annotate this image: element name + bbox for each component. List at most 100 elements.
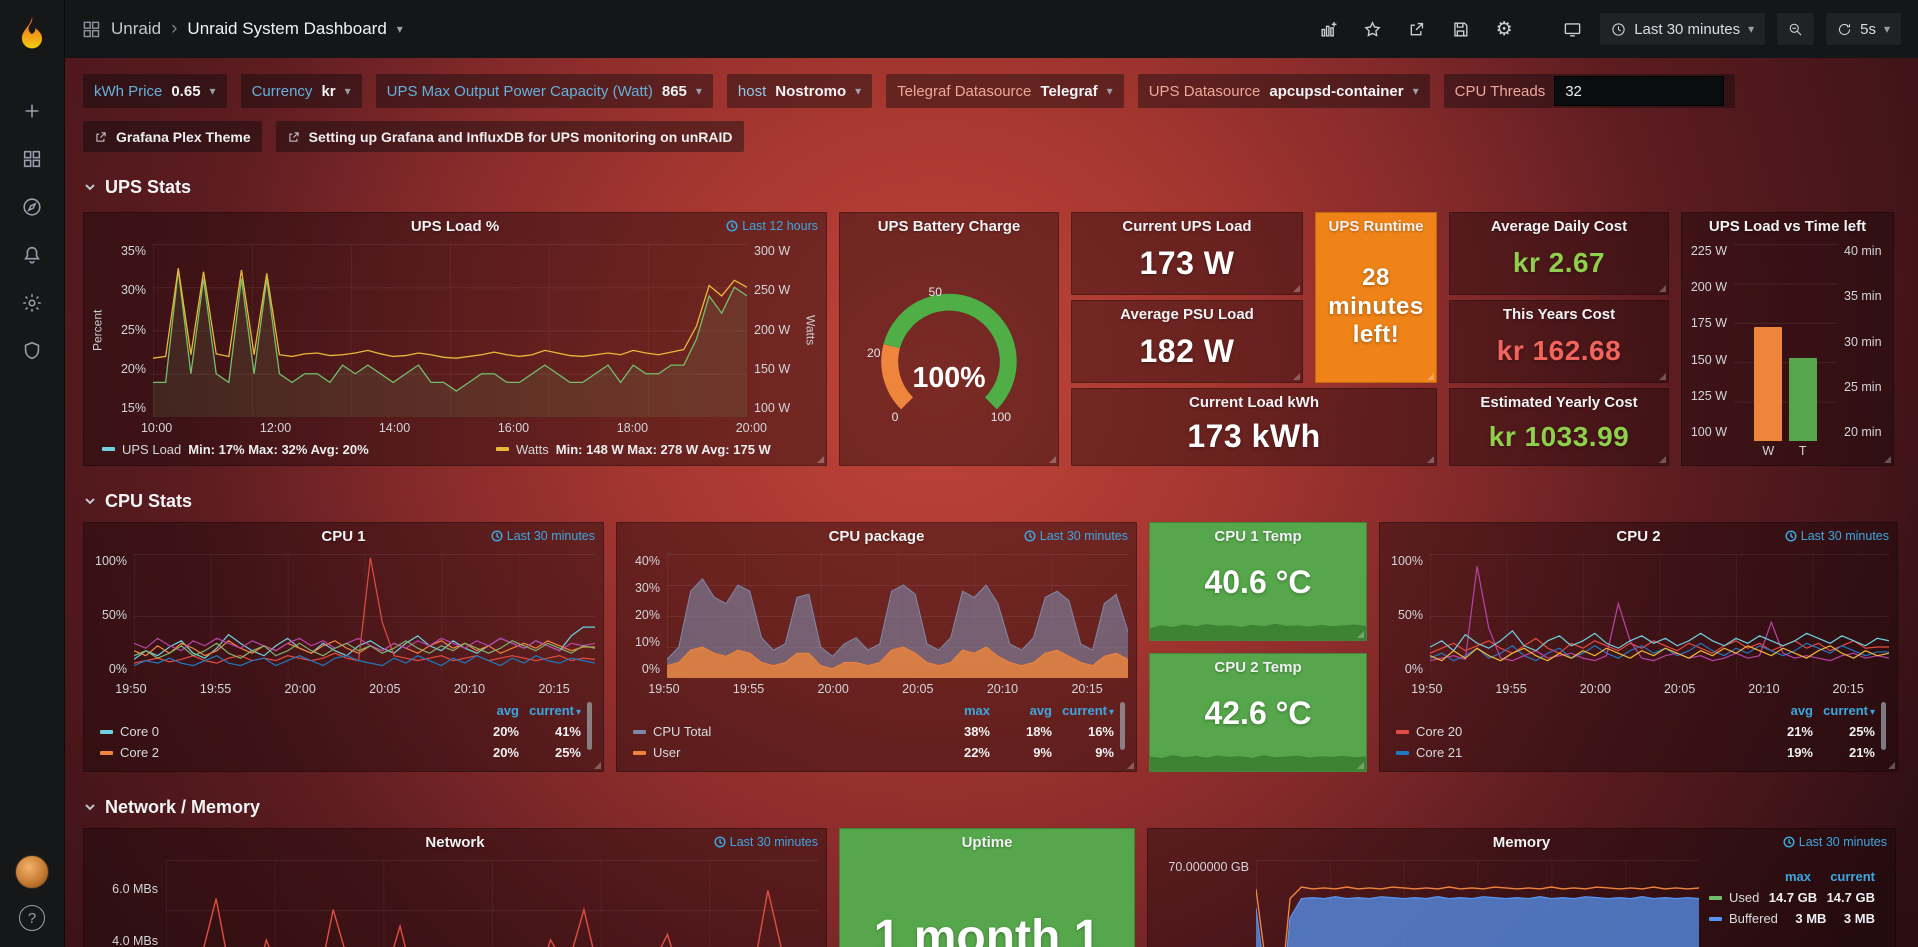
panel-title[interactable]: UPS Load %: [410, 218, 500, 235]
variable-kwh-price[interactable]: kWh Price 0.65 ▾: [83, 74, 227, 108]
save-icon[interactable]: [1443, 12, 1477, 46]
panel-title[interactable]: CPU package: [828, 528, 925, 545]
variable-value[interactable]: 865: [661, 82, 687, 100]
dashboard-settings-gear-icon[interactable]: ⚙: [1495, 18, 1513, 40]
link-ups-monitoring-guide[interactable]: Setting up Grafana and InfluxDB for UPS …: [275, 121, 744, 152]
section-ups-stats[interactable]: UPS Stats: [83, 174, 1900, 200]
variable-value[interactable]: kr: [321, 82, 336, 100]
variable-currency[interactable]: Currency kr ▾: [240, 74, 362, 108]
ups-bars-chart[interactable]: [1734, 244, 1837, 441]
panel-title[interactable]: Memory: [1492, 834, 1551, 851]
panel-title[interactable]: UPS Battery Charge: [877, 218, 1021, 235]
dashboards-icon[interactable]: [19, 146, 45, 172]
legend-row[interactable]: Used 14.7 GB 14.7 GB: [1709, 887, 1875, 908]
panel-title[interactable]: CPU 1 Temp: [1214, 528, 1302, 545]
legend-scrollbar[interactable]: [1120, 702, 1125, 750]
legend-col-header[interactable]: avg: [496, 703, 519, 718]
panel-time-override[interactable]: Last 30 minutes: [1024, 529, 1128, 543]
panel-time-override[interactable]: Last 30 minutes: [714, 835, 818, 849]
explore-compass-icon[interactable]: [19, 194, 45, 220]
variable-value[interactable]: 0.65: [171, 82, 201, 100]
legend-col-header[interactable]: current: [1830, 869, 1875, 884]
memory-chart[interactable]: [1256, 860, 1699, 947]
cpu-package-chart[interactable]: [667, 554, 1128, 678]
legend-col-header[interactable]: avg: [1029, 703, 1052, 718]
legend-row[interactable]: Core 20 21% 25%: [1396, 721, 1875, 742]
panel-title[interactable]: CPU 1: [321, 528, 366, 545]
panel-title[interactable]: UPS Load vs Time left: [1708, 218, 1867, 235]
configuration-gear-icon[interactable]: [19, 290, 45, 316]
panel-title[interactable]: Average PSU Load: [1120, 306, 1254, 323]
help-icon[interactable]: ?: [19, 905, 45, 931]
create-plus-icon[interactable]: [19, 98, 45, 124]
panel-time-override[interactable]: Last 30 minutes: [1785, 529, 1889, 543]
panel-time-override[interactable]: Last 12 hours: [726, 219, 818, 233]
variable-value[interactable]: Telegraf: [1040, 82, 1098, 100]
panel-title[interactable]: Network: [425, 834, 485, 851]
panel-title[interactable]: Average Daily Cost: [1490, 218, 1628, 235]
chevron-down-icon[interactable]: ▾: [1106, 84, 1113, 98]
bar-W[interactable]: [1754, 326, 1783, 441]
panel-title[interactable]: UPS Runtime: [1328, 218, 1424, 235]
legend-row[interactable]: User 22% 9% 9%: [633, 742, 1114, 763]
legend-col-header[interactable]: current: [1813, 703, 1875, 718]
network-chart[interactable]: [166, 860, 818, 947]
panel-title[interactable]: Current Load kWh: [1189, 394, 1319, 411]
ups-load-chart[interactable]: [153, 244, 747, 417]
legend-scrollbar[interactable]: [587, 702, 592, 750]
link-grafana-plex-theme[interactable]: Grafana Plex Theme: [83, 121, 262, 152]
variable-host[interactable]: host Nostromo ▾: [726, 74, 873, 108]
admin-shield-icon[interactable]: [19, 338, 45, 364]
cpu2-chart[interactable]: [1430, 554, 1889, 678]
legend-scrollbar[interactable]: [1881, 702, 1886, 750]
cpu-threads-input[interactable]: [1554, 76, 1725, 106]
grafana-logo[interactable]: [0, 0, 65, 64]
alerting-bell-icon[interactable]: [19, 242, 45, 268]
chevron-down-icon[interactable]: ▾: [1412, 84, 1419, 98]
cpu1-chart[interactable]: [134, 554, 595, 678]
user-avatar[interactable]: [15, 855, 49, 889]
legend-col-header[interactable]: current: [1052, 703, 1114, 718]
legend-col-header[interactable]: max: [963, 703, 990, 718]
panel-time-override[interactable]: Last 30 minutes: [491, 529, 595, 543]
legend-item[interactable]: UPS Load Min: 17% Max: 32% Avg: 20%: [102, 442, 369, 457]
breadcrumb-site[interactable]: Unraid: [111, 19, 162, 38]
legend-col-header[interactable]: current: [519, 703, 581, 718]
panel-title[interactable]: Estimated Yearly Cost: [1480, 394, 1638, 411]
refresh-button[interactable]: 5s ▾: [1825, 12, 1902, 46]
panel-title[interactable]: Current UPS Load: [1122, 218, 1252, 235]
bar-T[interactable]: [1788, 358, 1817, 441]
dashboard-title[interactable]: Unraid System Dashboard: [187, 19, 387, 38]
panel-title[interactable]: CPU 2 Temp: [1214, 659, 1302, 676]
section-cpu-stats[interactable]: CPU Stats: [83, 488, 1900, 514]
legend-row[interactable]: Core 2 20% 25%: [100, 742, 581, 763]
panel-title[interactable]: Uptime: [961, 834, 1013, 851]
section-network-memory[interactable]: Network / Memory: [83, 794, 1900, 820]
share-icon[interactable]: [1399, 12, 1433, 46]
chevron-down-icon[interactable]: ▾: [695, 84, 702, 98]
variable-value[interactable]: Nostromo: [775, 82, 847, 100]
variable-ups-max-output[interactable]: UPS Max Output Power Capacity (Watt) 865…: [375, 74, 713, 108]
zoom-out-button[interactable]: [1776, 12, 1816, 46]
legend-row[interactable]: CPU Total 38% 18% 16%: [633, 721, 1114, 742]
variable-telegraf-datasource[interactable]: Telegraf Datasource Telegraf ▾: [886, 74, 1124, 108]
star-icon[interactable]: [1355, 12, 1389, 46]
panel-title[interactable]: CPU 2: [1616, 528, 1661, 545]
legend-row[interactable]: Core 0 20% 41%: [100, 721, 581, 742]
add-panel-icon[interactable]: [1311, 12, 1345, 46]
cycle-view-tv-icon[interactable]: [1555, 12, 1589, 46]
legend-col-header[interactable]: avg: [1790, 703, 1813, 718]
time-range-picker[interactable]: Last 30 minutes ▾: [1599, 12, 1767, 46]
legend-col-header[interactable]: max: [1784, 869, 1811, 884]
panel-title[interactable]: This Years Cost: [1502, 306, 1616, 323]
chevron-down-icon[interactable]: ▾: [209, 84, 216, 98]
dashboard-title-caret-icon[interactable]: ▾: [396, 22, 403, 36]
variable-value[interactable]: apcupsd-container: [1269, 82, 1404, 100]
chevron-down-icon[interactable]: ▾: [344, 84, 351, 98]
legend-row[interactable]: Buffered 3 MB 3 MB: [1709, 908, 1875, 929]
chevron-down-icon[interactable]: ▾: [855, 84, 862, 98]
panel-time-override[interactable]: Last 30 minutes: [1783, 835, 1887, 849]
variable-ups-datasource[interactable]: UPS Datasource apcupsd-container ▾: [1137, 74, 1430, 108]
legend-row[interactable]: Core 21 19% 21%: [1396, 742, 1875, 763]
legend-item[interactable]: Watts Min: 148 W Max: 278 W Avg: 175 W: [496, 442, 771, 457]
